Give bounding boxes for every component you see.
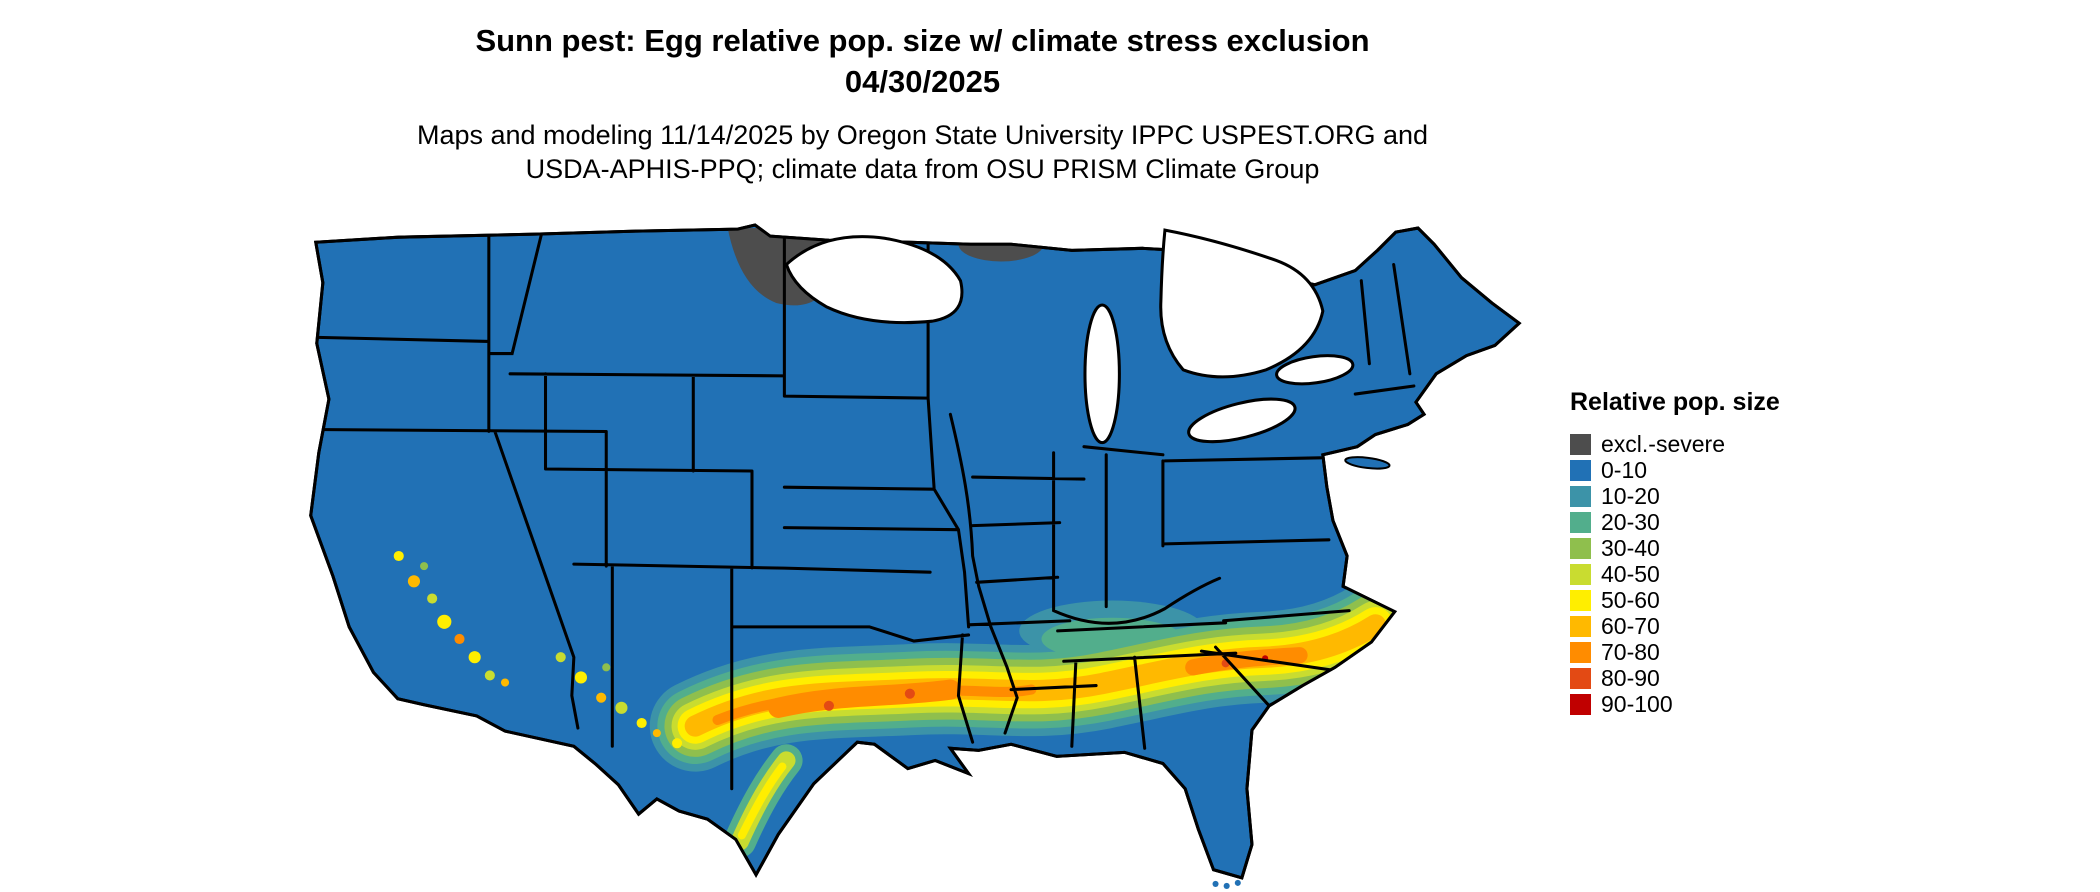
lake-huron-region [1159, 228, 1325, 379]
legend-label: 10-20 [1601, 482, 1660, 509]
legend-swatch [1570, 667, 1591, 689]
legend-label: 0-10 [1601, 456, 1648, 483]
lake-michigan [1083, 303, 1121, 445]
florida-keys [1234, 879, 1241, 886]
legend-item: 20-30 [1570, 509, 1780, 535]
speckle [468, 651, 481, 664]
page-title: Sunn pest: Egg relative pop. size w/ cli… [475, 23, 1370, 58]
legend-swatch [1570, 641, 1591, 663]
legend-items: excl.-severe 0-10 10-20 20-30 30-40 40-5… [1570, 431, 1780, 717]
speckle [484, 670, 495, 681]
legend-swatch [1570, 459, 1591, 481]
legend-swatch [1570, 433, 1591, 455]
legend-item: 50-60 [1570, 587, 1780, 613]
legend-item: 40-50 [1570, 561, 1780, 587]
lake-erie [1187, 397, 1297, 444]
legend-label: excl.-severe [1601, 430, 1725, 457]
speckle [500, 678, 510, 687]
speckle [602, 663, 611, 672]
legend-label: 70-80 [1601, 638, 1660, 665]
heat-core-ok-ar-70-80 [768, 679, 961, 718]
legend-item: 80-90 [1570, 665, 1780, 691]
speckle [615, 701, 628, 714]
legend-swatch [1570, 485, 1591, 507]
speckle [596, 692, 607, 703]
legend-label: 20-30 [1601, 508, 1660, 535]
speckle [393, 550, 404, 562]
southwest-speckles [393, 550, 683, 749]
legend-item: 70-80 [1570, 639, 1780, 665]
lake-superior [784, 235, 964, 325]
speckle [407, 575, 421, 588]
long-island [1344, 456, 1391, 470]
legend-item: excl.-severe [1570, 431, 1780, 457]
speckle [636, 717, 647, 729]
legend-swatch [1570, 589, 1591, 611]
legend-swatch [1570, 615, 1591, 637]
heat-arc-stx-50-60 [737, 762, 787, 840]
legend-swatch [1570, 511, 1591, 533]
legend-label: 90-100 [1601, 690, 1673, 717]
header: Sunn pest: Egg relative pop. size w/ cli… [0, 20, 1845, 186]
legend-item: 60-70 [1570, 613, 1780, 639]
legend-swatch [1570, 563, 1591, 585]
legend-item: 0-10 [1570, 457, 1780, 483]
speckle [652, 729, 661, 738]
us-map-svg [309, 223, 1522, 889]
legend-swatch [1570, 537, 1591, 559]
legend-item: 10-20 [1570, 483, 1780, 509]
heat-spot-80-90 [904, 688, 915, 699]
speckle [574, 671, 588, 684]
legend-title: Relative pop. size [1570, 388, 1780, 416]
map-date: 04/30/2025 [844, 64, 1001, 99]
legend: Relative pop. size excl.-severe 0-10 10-… [1570, 388, 1780, 717]
legend-item: 90-100 [1570, 691, 1780, 717]
florida-keys [1223, 882, 1230, 889]
subtitle: Maps and modeling 11/14/2025 by Oregon S… [0, 118, 1845, 186]
speckle [420, 562, 429, 571]
speckle [437, 614, 452, 629]
subtitle-line-1: Maps and modeling 11/14/2025 by Oregon S… [416, 120, 1429, 150]
legend-item: 30-40 [1570, 535, 1780, 561]
lake-ontario [1275, 354, 1355, 386]
speckle [555, 652, 566, 663]
legend-swatch [1570, 693, 1591, 715]
us-map-figure [300, 222, 1540, 890]
florida-keys [1212, 880, 1219, 887]
speckle [427, 593, 438, 604]
legend-label: 40-50 [1601, 560, 1660, 587]
speckle [454, 633, 465, 645]
legend-label: 80-90 [1601, 664, 1660, 691]
great-lakes [784, 228, 1355, 445]
coastal-features [1212, 456, 1391, 889]
legend-label: 60-70 [1601, 612, 1660, 639]
legend-label: 50-60 [1601, 586, 1660, 613]
speckle [672, 738, 683, 749]
legend-label: 30-40 [1601, 534, 1660, 561]
heat-spot-80-90 [823, 700, 834, 711]
subtitle-line-2: USDA-APHIS-PPQ; climate data from OSU PR… [525, 154, 1320, 184]
